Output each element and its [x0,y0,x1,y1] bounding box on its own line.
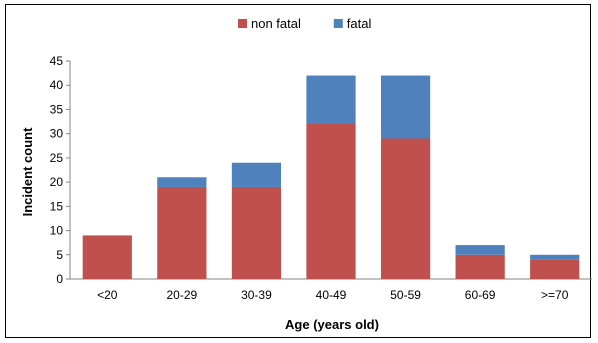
bar-non-fatal-40-49 [306,123,356,279]
bar-fatal-70 [530,254,580,260]
y-tick-label: 35 [50,102,64,116]
bar-non-fatal-30-39 [231,186,282,279]
bar-fatal-30-39 [231,162,282,187]
y-tick-label: 5 [56,248,63,262]
y-tick-label: 15 [50,199,64,213]
chart-frame [5,4,591,338]
x-tick-label: >=70 [541,288,569,302]
bar-non-fatal-70 [530,259,580,279]
bar-non-fatal-20 [82,235,132,279]
legend-label-non-fatal: non fatal [251,16,301,31]
y-tick-label: 45 [50,54,64,68]
bar-fatal-40-49 [306,75,356,124]
legend-label-fatal: fatal [347,16,372,31]
x-axis-title: Age (years old) [285,317,379,332]
x-tick-label: 40-49 [316,288,347,302]
x-axis: <20 20-29 30-39 40-49 50-59 60-69 >=70 [70,278,592,302]
x-tick-label: 60-69 [465,288,496,302]
y-axis: 0 5 10 15 20 25 30 35 40 45 [50,54,71,286]
bar-non-fatal-20-29 [157,186,207,279]
x-tick-label: 50-59 [390,288,421,302]
bar-fatal-20-29 [157,177,207,187]
bar-fatal-60-69 [455,245,505,255]
bar-non-fatal-60-69 [455,254,505,279]
y-tick-label: 25 [50,151,64,165]
legend-swatch-fatal [333,19,343,28]
legend: non fatal fatal [238,16,371,31]
y-tick-label: 10 [50,224,64,238]
y-tick-label: 0 [56,272,63,286]
y-tick-label: 20 [50,175,64,189]
legend-swatch-non-fatal [238,19,247,28]
bar-non-fatal-50-59 [380,138,431,279]
bars [82,75,580,279]
bar-fatal-50-59 [380,75,431,139]
x-tick-label: 30-39 [241,288,272,302]
y-tick-label: 30 [50,127,64,141]
y-axis-title: Incident count [20,127,35,217]
x-tick-label: <20 [97,288,118,302]
x-tick-label: 20-29 [167,288,198,302]
y-tick-label: 40 [50,78,64,92]
